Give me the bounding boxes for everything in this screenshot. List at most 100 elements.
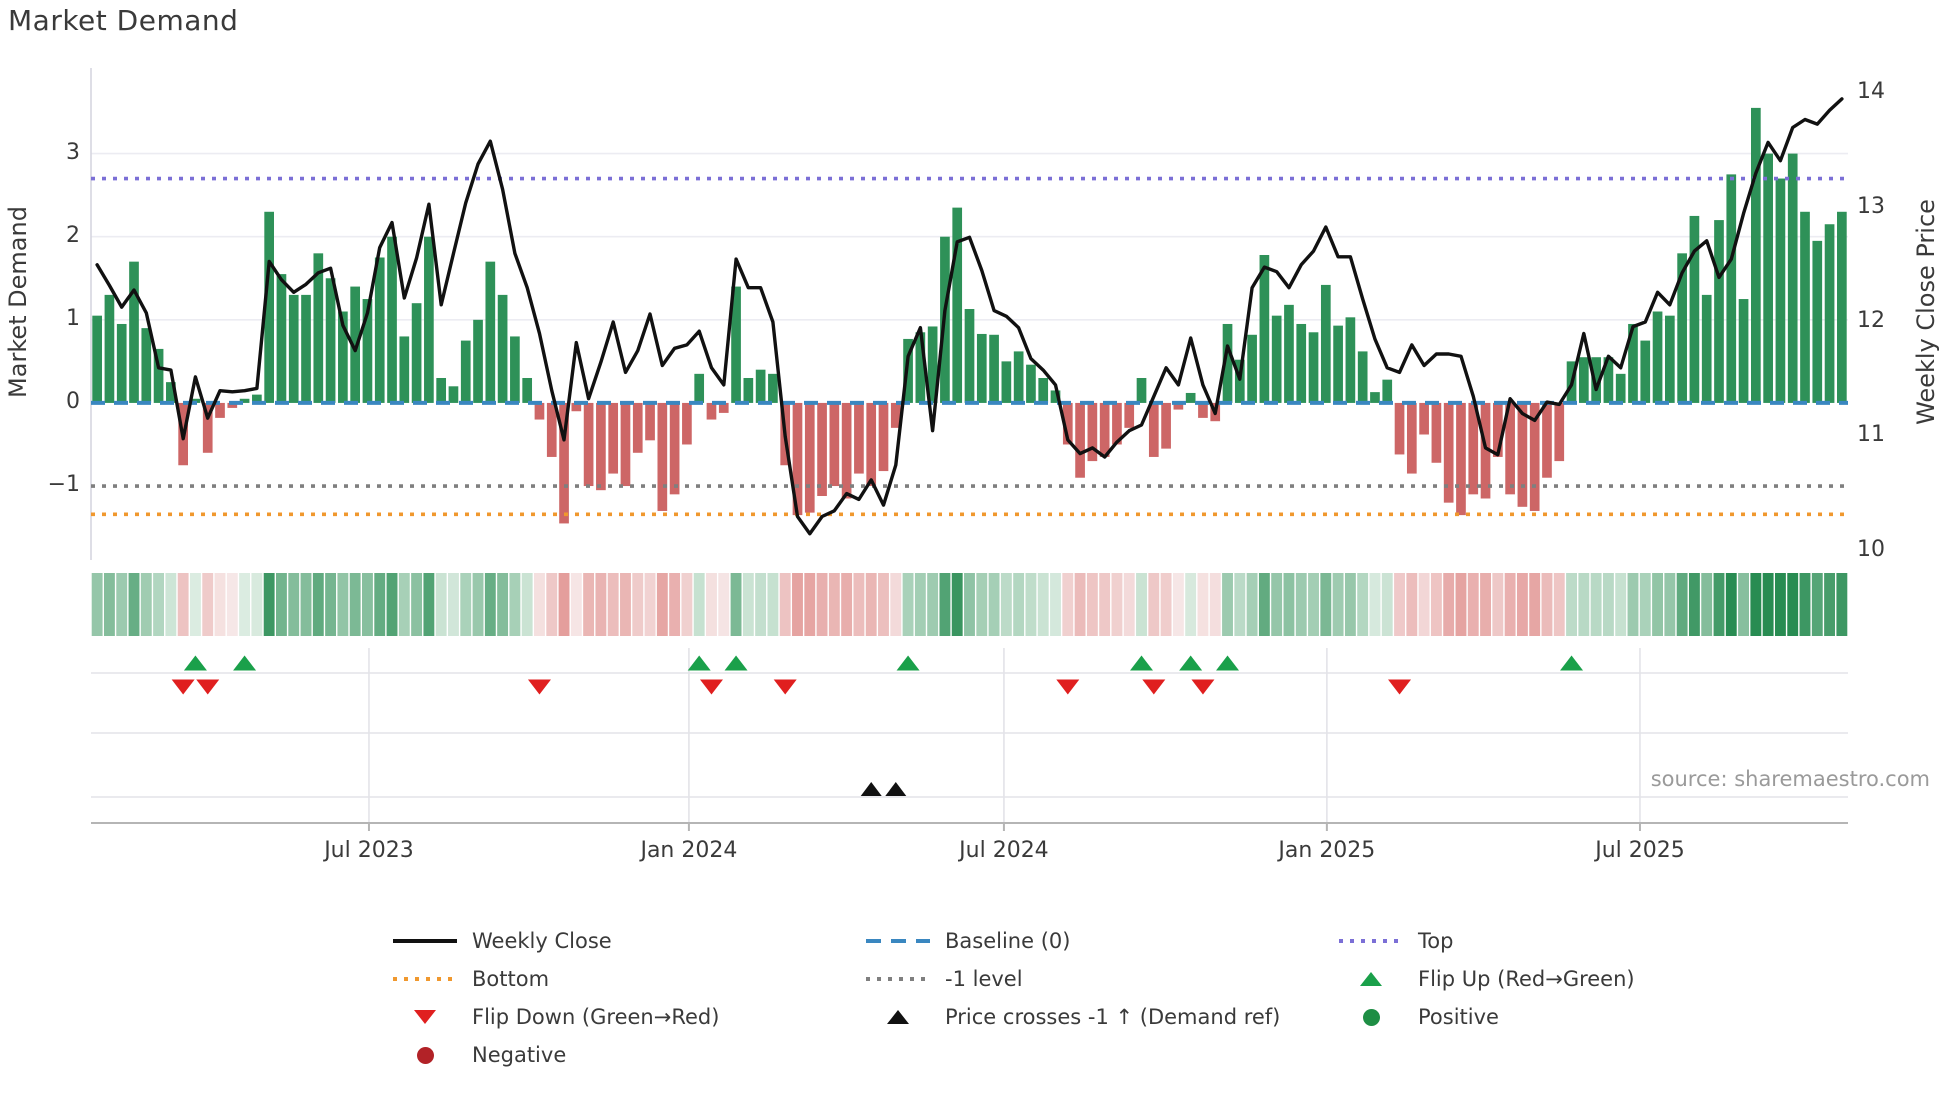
heatmap-cell (1467, 573, 1479, 636)
source-credit: source: sharemaestro.com (1650, 767, 1930, 791)
demand-bar (657, 402, 668, 511)
demand-bar (1406, 402, 1417, 474)
heatmap-cell (706, 573, 717, 636)
heatmap-cell (276, 573, 287, 636)
flip-down-icon (171, 679, 195, 695)
heatmap-cell (607, 573, 619, 636)
heatmap-cell (1406, 573, 1418, 636)
demand-bar (1492, 402, 1503, 457)
demand-bar (1333, 325, 1343, 403)
heatmap-cell (693, 573, 705, 636)
heatmap-cell (1099, 573, 1111, 636)
heatmap-cell (1172, 573, 1184, 636)
legend-column: Top Flip Up (Red→Green) Positive (1339, 922, 1635, 1036)
demand-bar (374, 257, 385, 403)
demand-bar (1554, 402, 1565, 462)
demand-bar (1578, 357, 1589, 403)
demand-bar (1468, 402, 1479, 495)
demand-bar (362, 299, 373, 403)
heatmap-cell (1492, 573, 1504, 636)
demand-bar (1247, 334, 1257, 403)
top-line-icon (1339, 932, 1403, 950)
heatmap-cell (976, 573, 988, 636)
heatmap-cell (1357, 573, 1369, 636)
page-title: Market Demand (8, 4, 239, 37)
heatmap-cell (1332, 573, 1344, 636)
demand-bar (1038, 377, 1049, 403)
heatmap-cell (423, 573, 435, 636)
x-tick-label: Jul 2025 (1595, 838, 1685, 863)
heatmap-cell (1750, 573, 1762, 636)
heatmap-cell (91, 573, 103, 636)
heatmap-cell (1516, 573, 1528, 636)
demand-bar (854, 402, 864, 474)
demand-bar (1271, 315, 1282, 403)
legend-item-label: Weekly Close (472, 929, 612, 953)
flip-up-icon (1560, 655, 1584, 671)
legend-column: Weekly Close Bottom Flip Down (Green→Red) N… (393, 922, 719, 1074)
legend-item: Top (1339, 922, 1635, 960)
heatmap-cell (644, 573, 656, 636)
heatmap-cell (1799, 573, 1811, 636)
demand-bar (1001, 361, 1012, 403)
heatmap-cell (362, 573, 373, 636)
heatmap-cell (816, 573, 828, 636)
legend-item: Negative (393, 1036, 719, 1074)
legend-item-label: Bottom (472, 967, 550, 991)
demand-bar (252, 394, 262, 403)
demand-bar (510, 336, 520, 403)
legend-item-label: Baseline (0) (945, 929, 1071, 953)
demand-bar (1689, 215, 1700, 403)
heatmap-cell (1062, 573, 1074, 636)
heatmap-cell (1050, 573, 1061, 636)
demand-bar (1714, 220, 1724, 403)
heatmap-cell (1774, 573, 1786, 636)
heatmap-cell (325, 573, 337, 636)
demand-bar (890, 402, 901, 428)
demand-bar (1062, 402, 1073, 445)
heatmap-cell (620, 573, 631, 636)
heatmap-cell (386, 573, 398, 636)
heatmap-cell (251, 573, 263, 636)
demand-bar (952, 207, 963, 403)
demand-bar (436, 377, 447, 403)
heatmap-cell (1037, 573, 1049, 636)
demand-bar (1431, 402, 1442, 463)
heatmap-cell (1000, 573, 1012, 636)
heatmap-cell (1136, 573, 1147, 636)
demand-bar (1026, 364, 1036, 403)
demand-bar (1382, 379, 1393, 403)
heatmap-cell (828, 573, 840, 636)
legend-item-label: Negative (472, 1043, 567, 1067)
demand-bars (92, 107, 1847, 524)
demand-bar (1284, 304, 1294, 403)
heatmap-cell (288, 573, 300, 636)
legend-item-label: Flip Up (Red→Green) (1418, 967, 1635, 991)
demand-bar (1701, 294, 1712, 403)
price-cross-markers (860, 782, 907, 796)
demand-bar (534, 402, 545, 420)
demand-bar (596, 402, 606, 491)
demand-bar (1308, 332, 1319, 403)
heatmap-cell (1394, 573, 1405, 636)
heatmap-cell (1762, 573, 1774, 636)
heatmap-cell (1541, 573, 1553, 636)
heatmap-cell (1676, 573, 1688, 636)
heatmap-cell (853, 573, 865, 636)
demand-bar (1652, 311, 1663, 403)
flip-down-icon (527, 679, 551, 695)
demand-bar (129, 261, 139, 403)
left-tick-label: 1 (66, 305, 80, 331)
demand-bar (620, 402, 631, 487)
heatmap-cell (165, 573, 177, 636)
demand-bar (485, 261, 496, 403)
heatmap-cell (116, 573, 128, 636)
demand-bar (1259, 254, 1270, 403)
flip-down-icon (1388, 679, 1412, 695)
heatmap-cell (1553, 573, 1565, 636)
reference-lines (91, 176, 1848, 517)
heatmap-cell (1652, 573, 1663, 636)
heatmap-cell (792, 573, 803, 636)
heatmap-cell (263, 573, 275, 636)
legend-item-label: Flip Down (Green→Red) (472, 1005, 720, 1029)
